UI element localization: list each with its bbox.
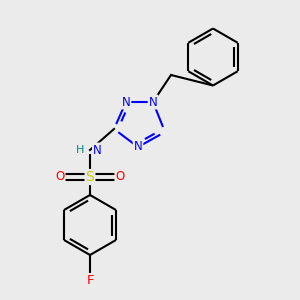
Text: H: H (76, 145, 84, 155)
Text: S: S (85, 170, 94, 184)
Text: N: N (148, 95, 158, 109)
Text: F: F (86, 274, 94, 287)
Text: N: N (122, 95, 130, 109)
Text: N: N (93, 143, 102, 157)
Text: N: N (134, 140, 142, 154)
Text: O: O (56, 170, 64, 184)
Text: O: O (116, 170, 124, 184)
